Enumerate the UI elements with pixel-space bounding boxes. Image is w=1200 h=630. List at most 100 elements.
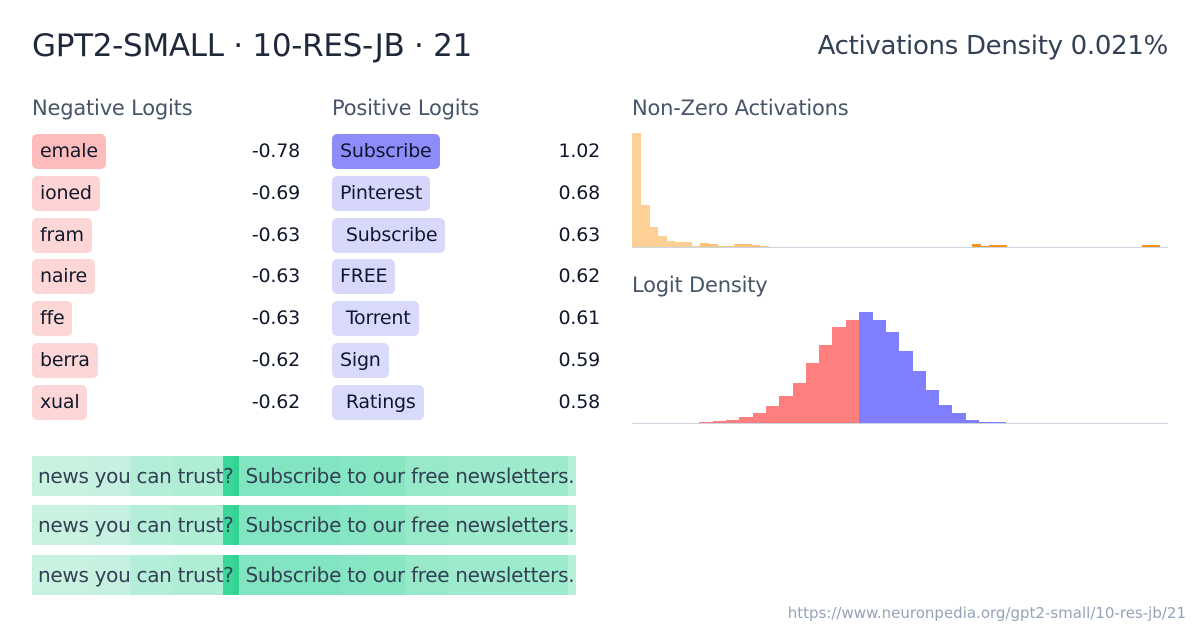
histogram-bar <box>666 240 676 247</box>
activation-example-row: news you can trust? Subscribe to our fre… <box>32 505 577 545</box>
activation-token: trust <box>171 456 223 496</box>
histogram-bar <box>1142 244 1152 247</box>
logit-value: -0.63 <box>251 265 300 288</box>
activation-token: newsletters <box>449 456 569 496</box>
negative-density-bar <box>765 405 780 423</box>
activation-token: Subscribe <box>239 456 341 496</box>
activation-density-label: Activations Density 0.021% <box>817 31 1169 61</box>
activation-token: . <box>568 555 577 595</box>
token-pill: Subscribe <box>332 134 440 169</box>
token-pill: Subscribe <box>332 217 446 253</box>
activation-token: to <box>341 456 367 496</box>
logit-value: -0.62 <box>251 348 300 371</box>
activation-token: free <box>404 505 450 545</box>
activation-token: can <box>130 505 172 545</box>
activation-token: our <box>366 555 405 595</box>
histogram-bar <box>972 243 982 247</box>
negative-density-bar <box>779 396 793 423</box>
activation-token: our <box>366 505 405 545</box>
histogram-bar <box>997 244 1007 247</box>
negative-density-bar <box>832 327 847 423</box>
histogram-bar <box>989 244 999 247</box>
positive-density-bar <box>898 351 913 423</box>
x-axis-line <box>632 423 1168 424</box>
activation-token: trust <box>171 555 223 595</box>
logit-value: 0.63 <box>558 223 600 246</box>
activation-token: news <box>32 456 89 496</box>
positive-density-bar <box>859 312 873 423</box>
histogram-bar <box>700 242 710 247</box>
activation-token: can <box>130 456 172 496</box>
activation-token <box>233 456 240 496</box>
activation-token: free <box>404 555 450 595</box>
histogram-bar <box>980 245 990 247</box>
activation-token: Subscribe <box>239 555 341 595</box>
positive-density-bar <box>872 319 886 423</box>
x-axis-line <box>632 247 1168 248</box>
activation-token: news <box>32 505 89 545</box>
positive-density-bar <box>912 371 926 423</box>
token-pill: fram <box>32 217 92 253</box>
histogram-bar <box>657 235 667 247</box>
positive-density-bar <box>938 404 953 423</box>
positive-density-bar <box>885 332 900 423</box>
activation-token: to <box>341 555 367 595</box>
histogram-bar <box>742 243 752 247</box>
page-title: GPT2-SMALL · 10-RES-JB · 21 <box>32 28 472 64</box>
activation-example-row: news you can trust? Subscribe to our fre… <box>32 555 577 595</box>
token-pill: emale <box>32 134 106 169</box>
histogram-bar <box>674 241 684 247</box>
logit-value: 1.02 <box>558 140 600 162</box>
logit-value: -0.69 <box>251 181 300 204</box>
negative-logits-heading: Negative Logits <box>32 96 193 120</box>
histogram-bar <box>691 245 701 247</box>
activation-token: . <box>568 456 577 496</box>
logit-density-heading: Logit Density <box>632 273 768 297</box>
activation-token: newsletters <box>449 505 569 545</box>
activation-token: to <box>341 505 367 545</box>
activation-token: you <box>88 456 131 496</box>
histogram-bar <box>708 243 718 247</box>
source-url: https://www.neuronpedia.org/gpt2-small/1… <box>787 604 1186 622</box>
logit-value: -0.62 <box>251 390 300 413</box>
token-pill: Ratings <box>332 384 424 420</box>
activation-token: free <box>404 456 450 496</box>
positive-density-bar <box>992 422 1006 423</box>
token-pill: FREE <box>332 259 396 295</box>
token-pill: Pinterest <box>332 175 431 211</box>
logit-value: -0.63 <box>251 307 300 330</box>
negative-density-bar <box>752 413 767 423</box>
histogram-bar <box>759 245 769 247</box>
token-pill: ffe <box>32 301 73 337</box>
negative-density-bar <box>805 362 820 423</box>
histogram-bar <box>683 241 693 247</box>
negative-density-bar <box>699 422 714 423</box>
activation-token: ? <box>223 555 234 595</box>
token-pill: Sign <box>332 342 389 378</box>
activation-token: trust <box>171 505 223 545</box>
activation-token: you <box>88 555 131 595</box>
logit-density-histogram <box>632 308 1168 424</box>
token-pill: xual <box>32 384 88 420</box>
token-pill: ioned <box>32 175 100 211</box>
activation-token <box>233 505 240 545</box>
negative-density-bar <box>792 382 807 423</box>
negative-density-bar <box>739 417 753 423</box>
logit-value: 0.59 <box>558 348 600 371</box>
activation-token: Subscribe <box>239 505 341 545</box>
activation-token: ? <box>223 456 234 496</box>
activation-token <box>233 555 240 595</box>
histogram-bar <box>734 243 744 247</box>
logit-value: -0.63 <box>251 223 300 246</box>
negative-density-bar <box>726 420 740 423</box>
histogram-bar <box>632 133 641 247</box>
activation-token: you <box>88 505 131 545</box>
negative-density-bar <box>845 319 860 423</box>
logit-value: 0.62 <box>558 265 600 288</box>
positive-density-bar <box>978 422 993 423</box>
activation-token: news <box>32 555 89 595</box>
logit-value: -0.78 <box>251 140 300 162</box>
logit-value: 0.68 <box>558 181 600 204</box>
negative-density-bar <box>712 421 727 423</box>
positive-density-bar <box>952 413 966 423</box>
